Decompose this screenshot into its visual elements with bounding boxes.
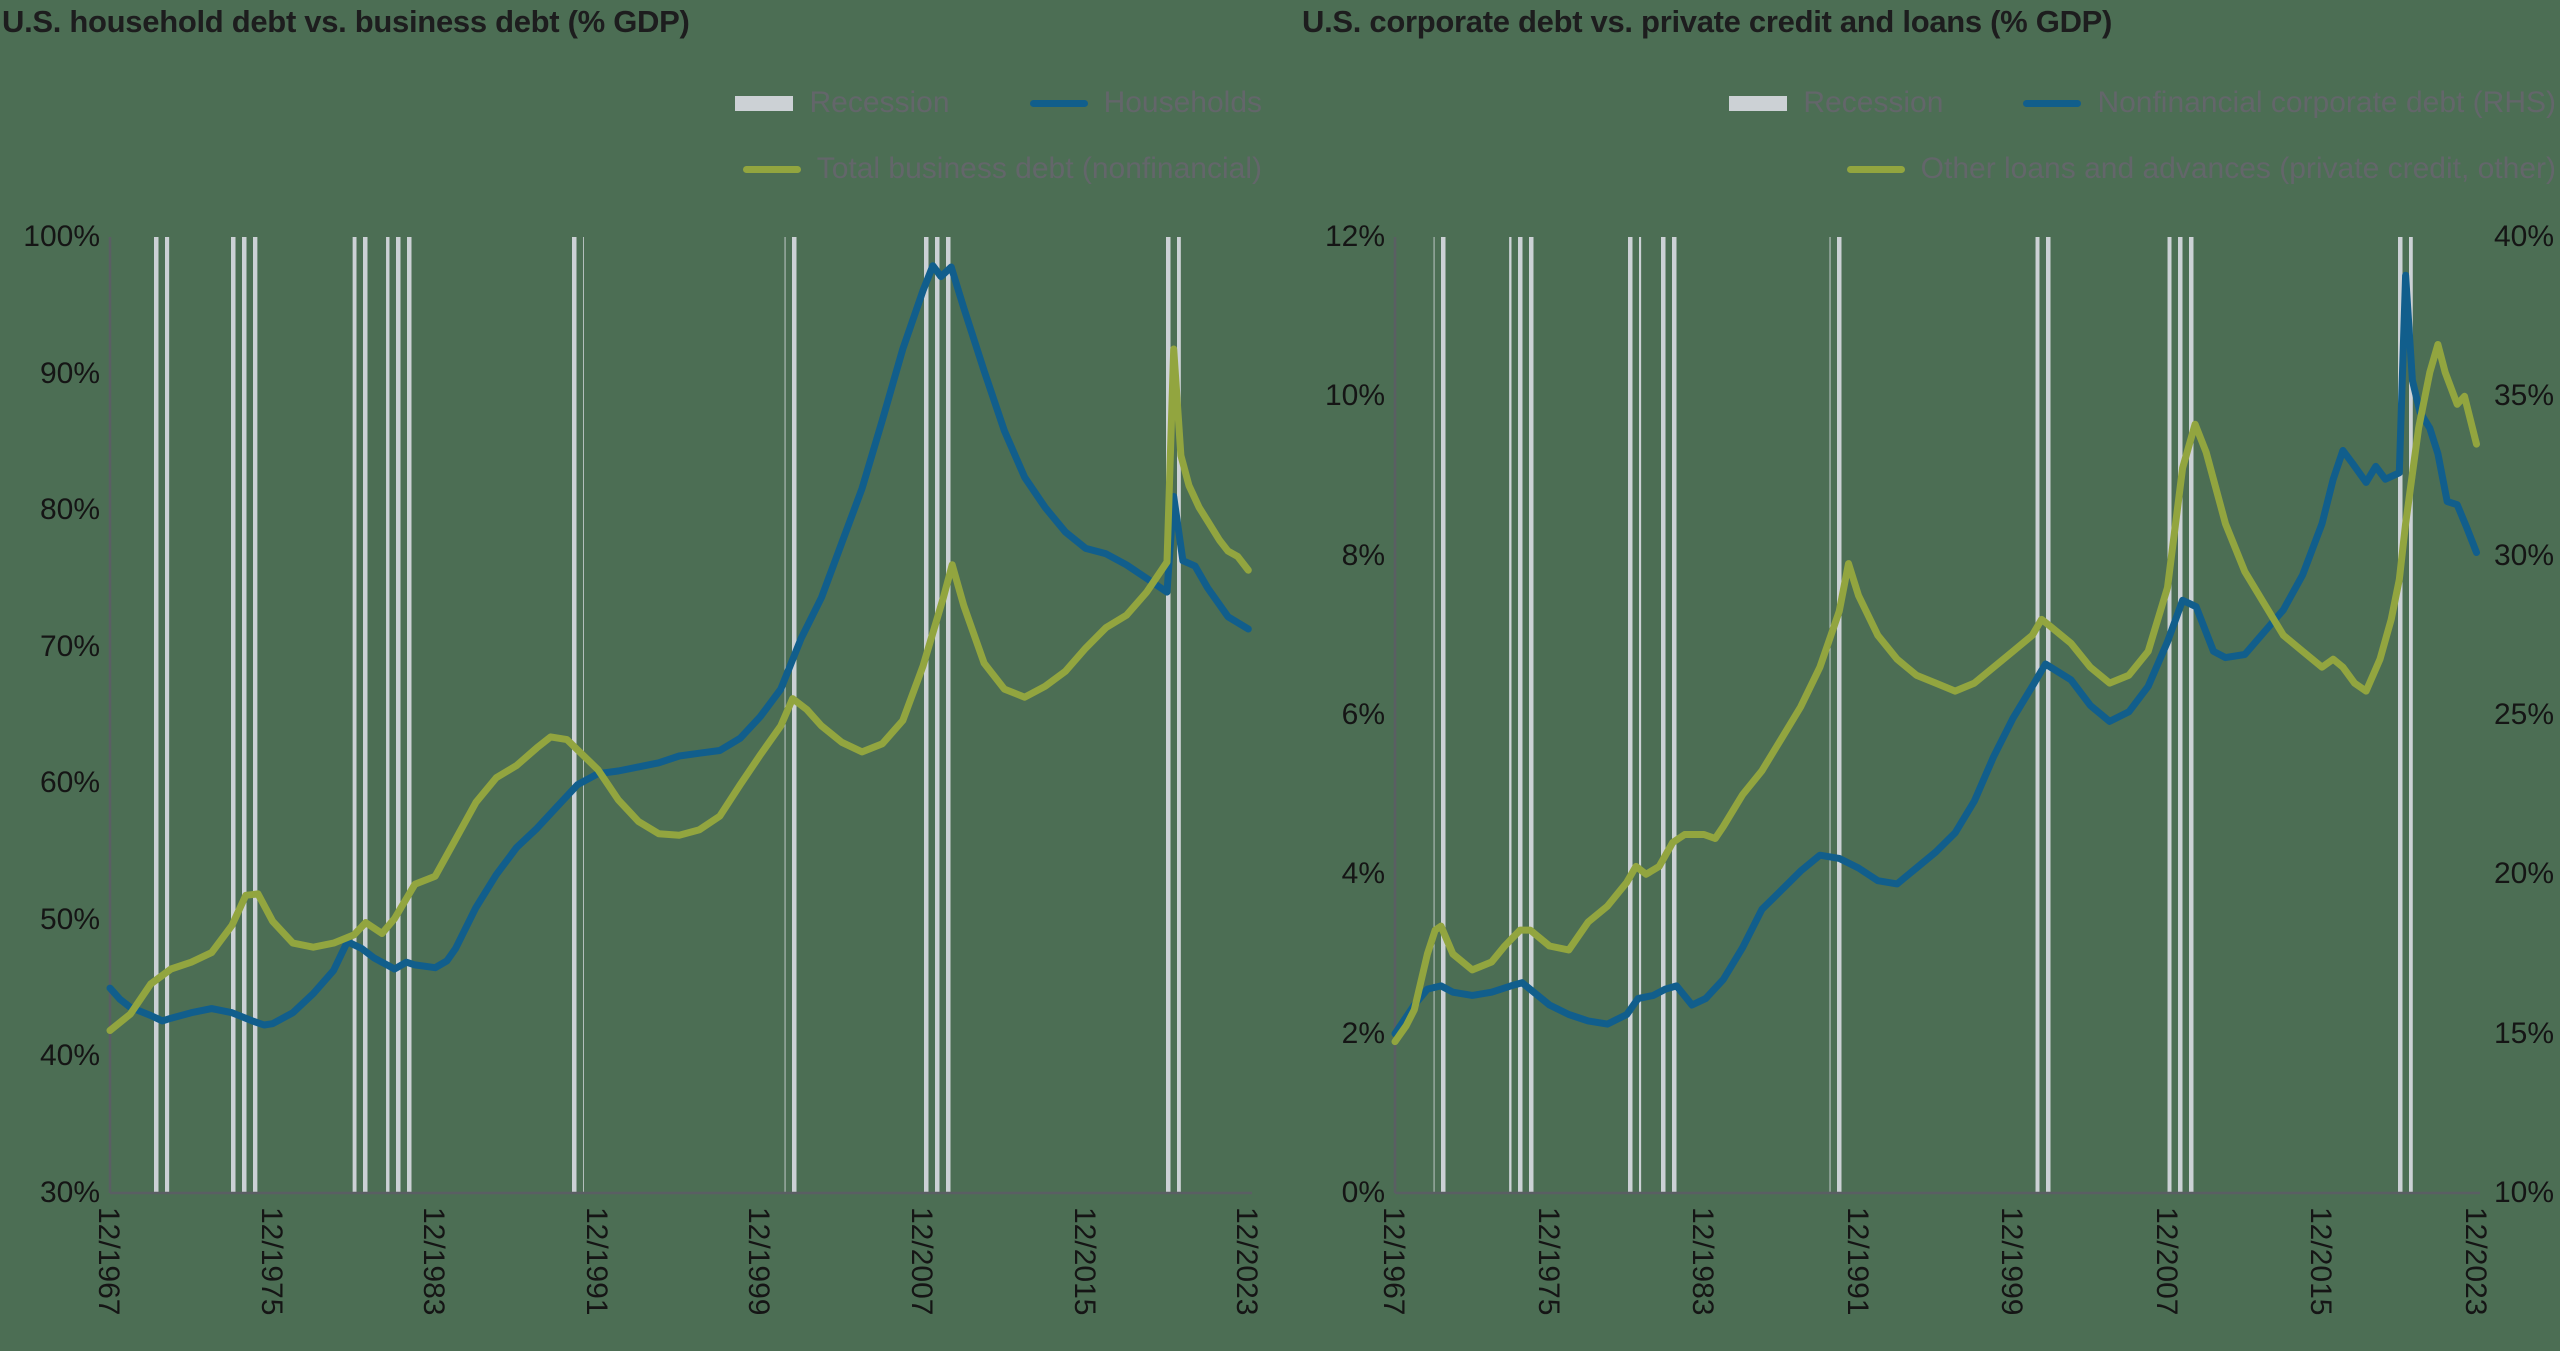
y-axis-tick-label: 0% <box>1341 1176 1385 1209</box>
x-axis-tick-label: 12/1983 <box>1686 1207 1719 1316</box>
legend-label: Other loans and advances (private credit… <box>1920 152 2556 185</box>
y-axis-tick-label: 6% <box>1341 698 1385 731</box>
x-axis-tick-label: 12/2015 <box>2304 1207 2338 1316</box>
legend-item: Households <box>1029 86 1262 120</box>
legend-item: Other loans and advances (private credit… <box>1846 152 2556 186</box>
y-axis-tick-label: 80% <box>39 493 100 527</box>
recession-band <box>2035 237 2052 1193</box>
recession-band <box>150 237 170 1193</box>
y-axis-tick-label: 30% <box>39 1176 100 1209</box>
y-axis-tick-label: 60% <box>39 766 100 800</box>
legend-row: Total business debt (nonfinancial) <box>742 152 1262 186</box>
recession-band <box>567 237 584 1193</box>
line-swatch <box>742 165 801 173</box>
legend-label: Households <box>1103 86 1262 119</box>
y-axis-right-tick-label: 30% <box>2494 538 2555 572</box>
y-axis-right-tick-label: 10% <box>2494 1176 2555 1209</box>
y-axis-right-tick-label: 40% <box>2494 220 2555 253</box>
recession-band <box>386 237 414 1193</box>
legend-item: Recession <box>1729 86 1943 120</box>
series-line-1-0 <box>1391 271 2480 1038</box>
y-axis-tick-label: 50% <box>39 902 100 936</box>
legend-label: Recession <box>1803 86 1944 119</box>
legend-label: Recession <box>809 86 950 119</box>
recession-band <box>923 237 954 1193</box>
y-axis-right-tick-label: 25% <box>2494 698 2555 731</box>
y-axis-right-tick-label: 35% <box>2494 379 2555 413</box>
legend-row: Recession Households <box>735 86 1262 120</box>
recession-band <box>1625 237 1642 1193</box>
y-axis-tick-label: 10% <box>1324 379 1385 413</box>
recession-bands <box>1433 237 2413 1193</box>
y-axis-tick-label: 2% <box>1341 1016 1385 1050</box>
recession-swatch <box>1729 95 1788 111</box>
legend-row: Recession Nonfinancial corporate debt (RH… <box>1729 86 2556 120</box>
y-axis-tick-label: 70% <box>39 629 100 663</box>
series-line-0-1 <box>106 345 1252 1034</box>
legend-item: Total business debt (nonfinancial) <box>742 152 1262 186</box>
recession-band <box>1509 237 1536 1193</box>
recession-band <box>784 237 801 1193</box>
x-axis-tick-label: 12/1999 <box>1995 1207 2028 1316</box>
recession-band <box>1657 237 1683 1193</box>
x-axis-tick-label: 12/1967 <box>1377 1207 1410 1316</box>
y-axis-tick-label: 12% <box>1324 220 1385 253</box>
x-axis-tick-label: 12/2023 <box>2458 1207 2492 1316</box>
y-axis-right-tick-label: 20% <box>2494 857 2555 891</box>
right-chart-title: U.S. corporate debt vs. private credit a… <box>1302 4 2113 39</box>
series-line-0-0 <box>106 262 1252 1029</box>
y-axis-tick-label: 4% <box>1341 857 1385 891</box>
x-axis-tick-label: 12/1975 <box>1531 1207 1565 1316</box>
legend-label: Total business debt (nonfinancial) <box>816 152 1262 185</box>
y-axis-tick-label: 90% <box>39 356 100 390</box>
recession-band <box>230 237 258 1193</box>
y-axis-tick-label: 100% <box>23 220 100 253</box>
axes <box>1393 237 2480 1195</box>
recession-band <box>2167 237 2197 1193</box>
legend-item: Nonfinancial corporate debt (RHS) <box>2023 86 2556 120</box>
y-axis-tick-label: 40% <box>39 1039 100 1073</box>
y-axis-tick-label: 8% <box>1341 538 1385 572</box>
legend-label: Nonfinancial corporate debt (RHS) <box>2097 86 2556 119</box>
legend-row: Other loans and advances (private credit… <box>1846 152 2556 186</box>
y-axis-right-tick-label: 15% <box>2494 1016 2555 1050</box>
x-axis-tick-label: 12/1991 <box>1840 1207 1874 1316</box>
left-chart-title: U.S. household debt vs. business debt (%… <box>2 4 690 39</box>
legend-item: Recession <box>735 86 950 120</box>
line-swatch <box>1846 165 1905 173</box>
x-axis-tick-label: 12/2007 <box>2149 1207 2183 1316</box>
series-line-1-1 <box>1391 341 2480 1046</box>
recession-bands <box>150 237 1181 1193</box>
line-swatch <box>2023 99 2082 107</box>
recession-swatch <box>735 95 794 111</box>
recession-band <box>1829 237 1846 1193</box>
line-swatch <box>1029 99 1088 107</box>
recession-band <box>1433 237 1452 1193</box>
